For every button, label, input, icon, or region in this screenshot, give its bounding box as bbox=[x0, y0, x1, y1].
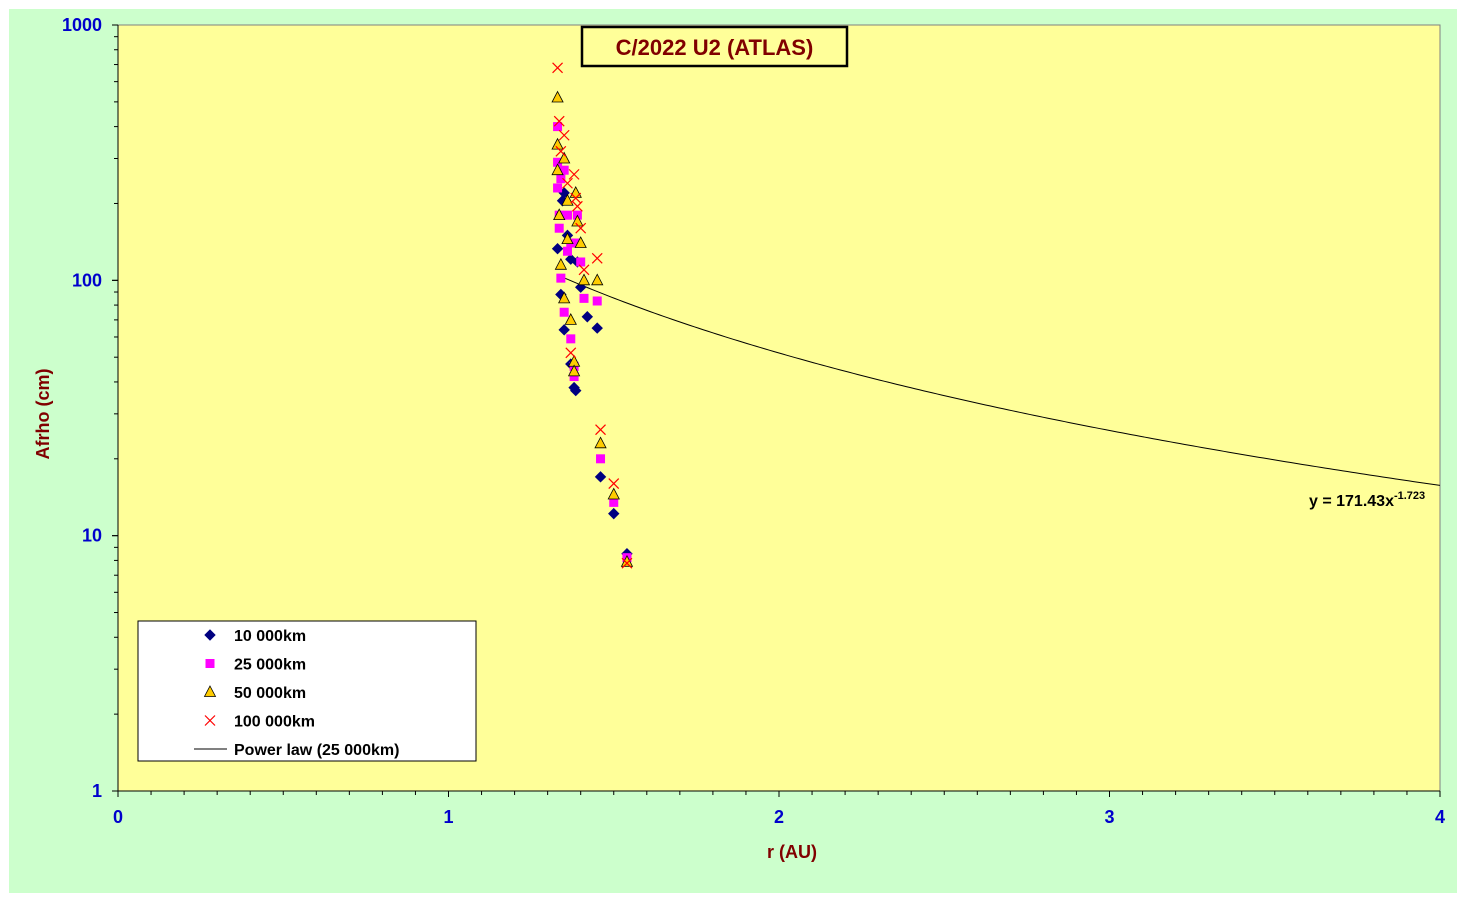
chart-container: 0 1 2 3 4 1 10 100 1000 C/2022 U2 (ATLAS) r (AU)… bbox=[9, 9, 1457, 893]
data-point bbox=[555, 145, 567, 157]
data-point bbox=[576, 257, 586, 267]
data-point bbox=[559, 165, 569, 175]
data-point bbox=[591, 252, 603, 264]
data-point bbox=[562, 246, 572, 256]
data-point bbox=[554, 223, 564, 233]
legend-item: 50 000km bbox=[203, 685, 306, 702]
data-point bbox=[556, 174, 566, 184]
data-point bbox=[592, 296, 602, 306]
legend-item: 10 000km bbox=[204, 628, 306, 645]
data-points bbox=[551, 62, 634, 569]
data-point bbox=[562, 177, 573, 189]
data-point bbox=[571, 200, 583, 212]
legend-marker bbox=[204, 715, 216, 726]
data-point bbox=[591, 322, 603, 334]
x-axis-label: r (AU) bbox=[767, 842, 817, 862]
data-point bbox=[579, 293, 589, 303]
legend-marker bbox=[203, 685, 217, 697]
data-point bbox=[561, 232, 574, 245]
data-point bbox=[608, 478, 620, 489]
legend-item: Power law (25 000km) bbox=[194, 742, 399, 759]
y-tick-label: 1000 bbox=[62, 15, 102, 35]
legend-label: Power law (25 000km) bbox=[234, 742, 399, 759]
legend-label: 50 000km bbox=[234, 685, 306, 702]
data-point bbox=[553, 122, 563, 132]
chart-title-box: C/2022 U2 (ATLAS) bbox=[580, 25, 849, 68]
data-point bbox=[596, 454, 606, 464]
data-point bbox=[552, 62, 563, 74]
legend-marker bbox=[204, 629, 216, 641]
data-point bbox=[578, 264, 590, 276]
data-point bbox=[551, 90, 564, 103]
data-point bbox=[551, 163, 564, 176]
legend-item: 100 000km bbox=[204, 714, 315, 731]
data-point bbox=[561, 193, 574, 206]
x-tick-label: 3 bbox=[1104, 807, 1114, 827]
data-point bbox=[553, 208, 566, 221]
data-point bbox=[571, 214, 584, 227]
legend-label: 25 000km bbox=[234, 657, 306, 674]
data-point bbox=[567, 364, 581, 377]
data-point bbox=[594, 471, 607, 483]
y-tick-label: 10 bbox=[82, 526, 102, 546]
data-point bbox=[558, 291, 571, 304]
data-point bbox=[558, 151, 571, 164]
legend-item: 25 000km bbox=[205, 657, 306, 674]
data-point bbox=[559, 307, 569, 317]
data-point bbox=[570, 384, 582, 397]
data-point bbox=[551, 137, 564, 150]
data-point bbox=[564, 313, 577, 325]
legend-label: 100 000km bbox=[234, 714, 315, 731]
y-axis-label: Afrho (cm) bbox=[33, 369, 53, 460]
data-point bbox=[581, 311, 594, 323]
data-point bbox=[575, 222, 587, 234]
legend: 10 000km 25 000km 50 000km 100 000km Power l… bbox=[137, 620, 477, 762]
power-law-equation: y = 171.43x-1.723 bbox=[1309, 490, 1425, 510]
series-3 bbox=[552, 62, 633, 569]
data-point bbox=[594, 436, 607, 449]
data-point bbox=[556, 273, 566, 283]
data-point bbox=[562, 210, 572, 220]
data-point bbox=[558, 129, 570, 141]
legend-marker bbox=[205, 659, 215, 668]
data-point bbox=[553, 183, 563, 193]
x-tick-label: 1 bbox=[443, 807, 453, 827]
data-point bbox=[607, 487, 620, 500]
data-point bbox=[591, 273, 604, 286]
chart-title: C/2022 U2 (ATLAS) bbox=[616, 35, 814, 60]
data-point bbox=[554, 257, 568, 270]
data-point bbox=[621, 557, 633, 569]
data-point bbox=[574, 236, 587, 248]
x-tick-label: 4 bbox=[1435, 807, 1445, 827]
data-point bbox=[609, 497, 619, 507]
data-point bbox=[551, 243, 564, 255]
data-point bbox=[566, 334, 576, 344]
legend-label: 10 000km bbox=[234, 628, 306, 645]
data-point bbox=[577, 273, 591, 286]
y-tick-label: 100 bbox=[72, 270, 102, 290]
data-point bbox=[553, 115, 565, 127]
y-tick-label: 1 bbox=[92, 781, 102, 801]
x-tick-label: 2 bbox=[774, 807, 784, 827]
data-point bbox=[569, 372, 579, 382]
data-point bbox=[558, 324, 570, 336]
data-point bbox=[553, 157, 563, 167]
x-tick-label: 0 bbox=[113, 807, 123, 827]
data-point bbox=[565, 347, 577, 359]
data-point bbox=[595, 424, 606, 436]
data-point bbox=[608, 507, 620, 520]
data-point bbox=[568, 168, 580, 180]
power-law-line bbox=[557, 274, 1441, 486]
